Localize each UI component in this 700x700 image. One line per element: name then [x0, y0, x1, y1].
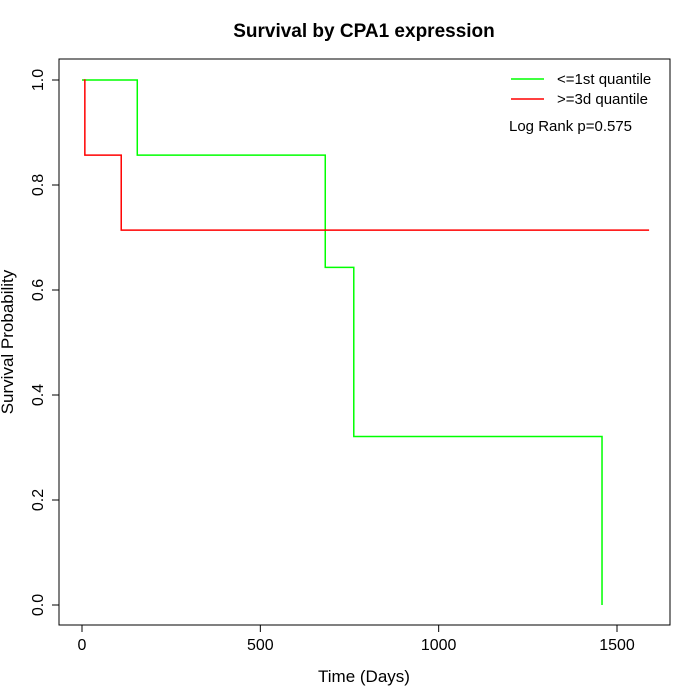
- y-tick-label: 1.0: [30, 69, 47, 91]
- x-tick-label: 1500: [599, 637, 635, 654]
- legend-label-2: >=3d quantile: [557, 91, 648, 108]
- y-axis-title: Survival Probability: [0, 269, 17, 414]
- x-tick-label: 0: [78, 637, 87, 654]
- y-tick-label: 0.8: [30, 174, 47, 196]
- series-line-1: [82, 79, 603, 605]
- plot-frame: [58, 58, 671, 626]
- y-tick-label: 0.2: [30, 489, 47, 511]
- series-group: [82, 79, 650, 605]
- legend: <=1st quantile >=3d quantile: [511, 71, 651, 108]
- series-line-2: [83, 79, 650, 231]
- y-tick-label: 0.6: [30, 279, 47, 301]
- x-axis-title: Time (Days): [318, 667, 410, 686]
- y-tick-label: 0.4: [30, 384, 47, 406]
- x-axis: 0 500 1000 1500: [78, 624, 635, 654]
- log-rank-annotation: Log Rank p=0.575: [509, 118, 632, 135]
- chart-title: Survival by CPA1 expression: [233, 21, 495, 42]
- legend-label-1: <=1st quantile: [557, 71, 651, 88]
- y-tick-label: 0.0: [30, 594, 47, 616]
- x-tick-label: 500: [247, 637, 274, 654]
- x-tick-label: 1000: [421, 637, 457, 654]
- y-axis: 0.0 0.2 0.4 0.6 0.8 1.0: [30, 69, 60, 616]
